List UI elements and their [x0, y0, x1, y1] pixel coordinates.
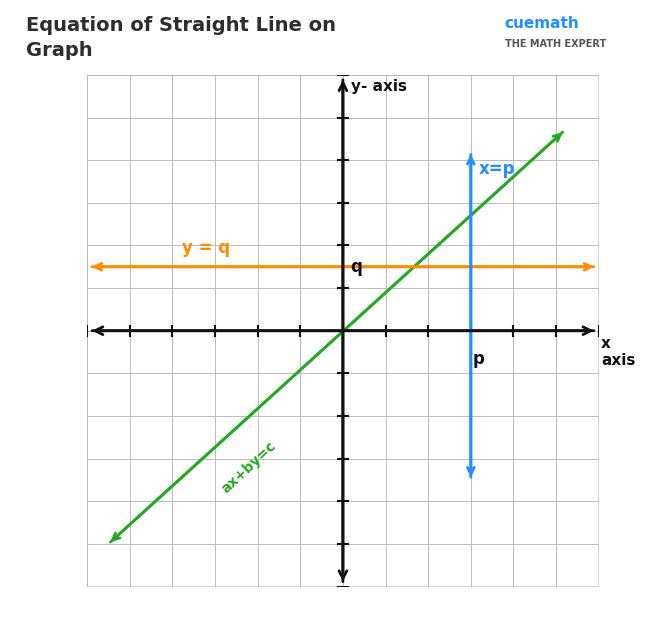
Text: y = q: y = q [182, 240, 230, 257]
Text: x=p: x=p [479, 160, 515, 178]
Text: cuemath: cuemath [505, 16, 580, 31]
Text: x
axis: x axis [601, 336, 635, 368]
Text: q: q [351, 258, 362, 276]
Text: ax+by=c: ax+by=c [219, 439, 279, 496]
Text: p: p [473, 350, 485, 368]
Text: Graph: Graph [26, 41, 93, 59]
Text: Equation of Straight Line on: Equation of Straight Line on [26, 16, 336, 34]
Text: THE MATH EXPERT: THE MATH EXPERT [505, 39, 606, 49]
Text: y- axis: y- axis [351, 79, 408, 94]
